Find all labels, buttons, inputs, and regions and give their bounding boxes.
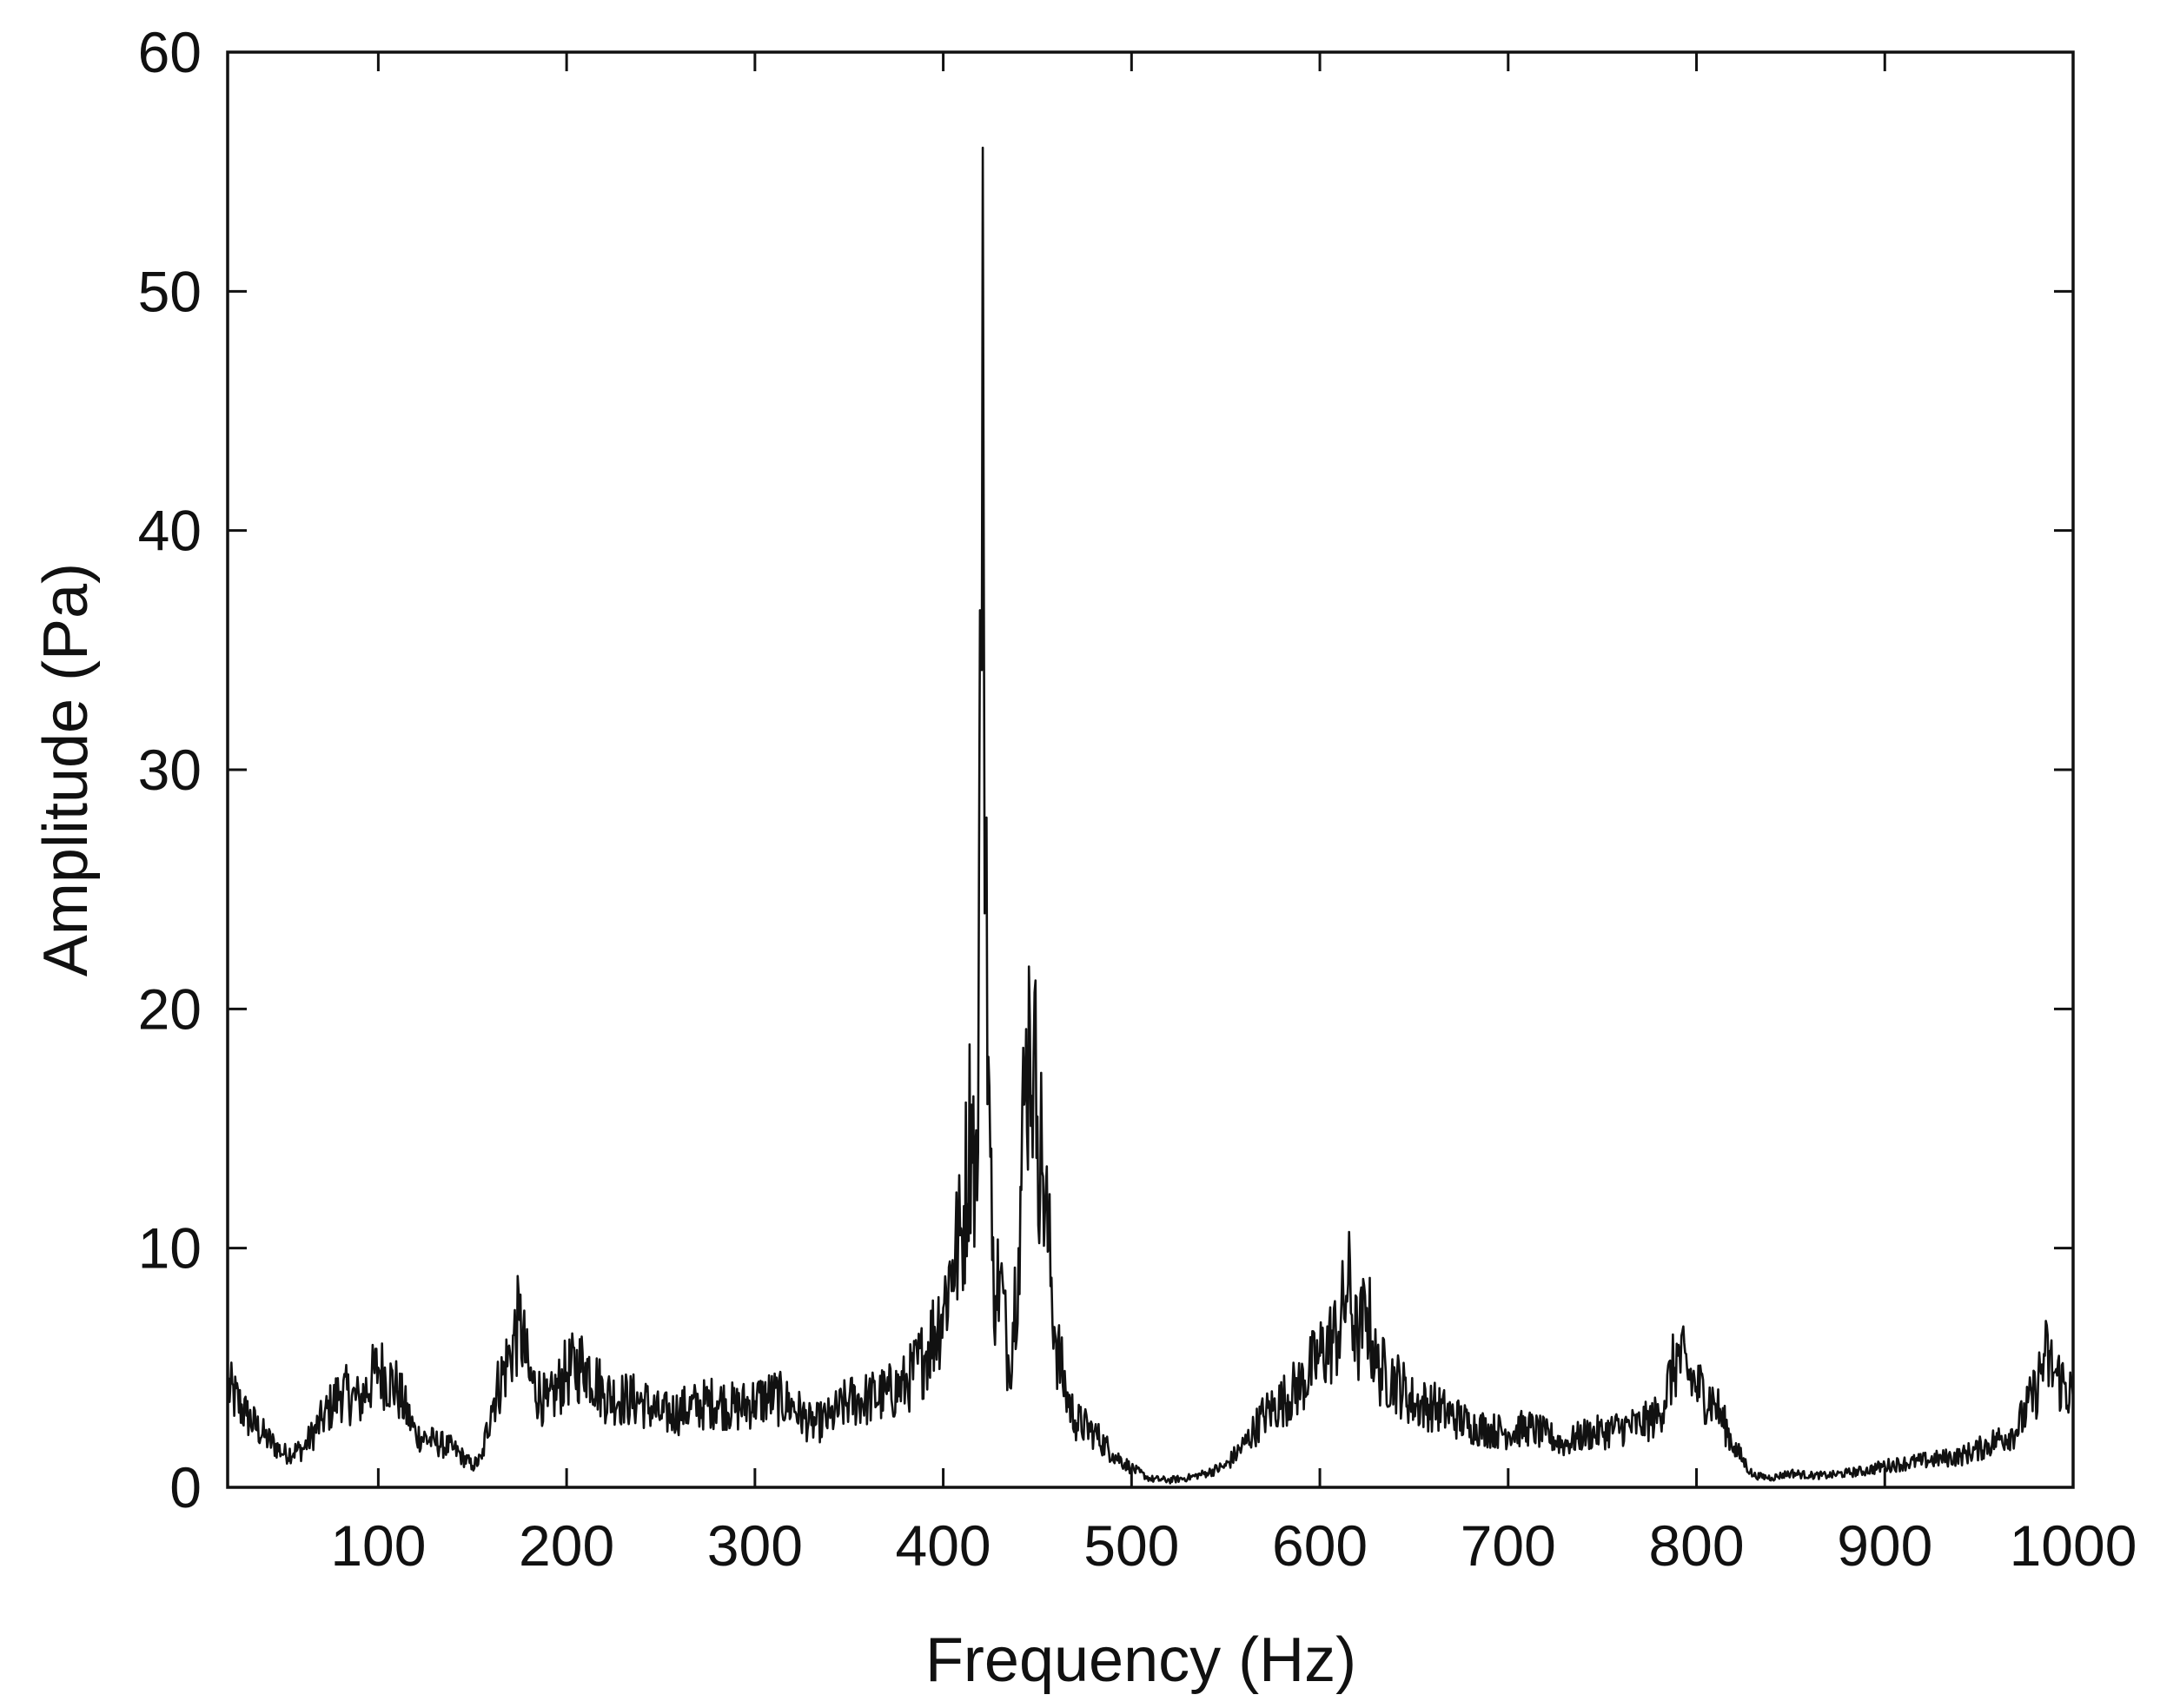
axes-frame xyxy=(226,50,2075,1489)
x-tick-label: 900 xyxy=(1837,1513,1932,1578)
x-tick-label: 300 xyxy=(707,1513,803,1578)
x-axis-label: Frequency (Hz) xyxy=(925,1625,1356,1695)
y-tick-label: 10 xyxy=(138,1216,202,1281)
y-tick-label: 40 xyxy=(138,499,202,563)
axis-ticks xyxy=(228,50,2075,1489)
x-tick-label: 600 xyxy=(1272,1513,1368,1578)
x-tick-label: 200 xyxy=(519,1513,614,1578)
amplitude-series-line xyxy=(226,146,2075,1485)
y-axis-label: Amplitude (Pa) xyxy=(31,563,101,976)
y-tick-label: 20 xyxy=(138,976,202,1041)
plot-area: 100 200 300 400 500 600 700 800 900 1000 0 10 20 30 40… xyxy=(138,20,2137,1578)
x-tick-label: 1000 xyxy=(2010,1513,2137,1578)
x-tick-label: 100 xyxy=(330,1513,426,1578)
y-tick-label: 30 xyxy=(138,738,202,802)
x-tick-label: 700 xyxy=(1461,1513,1556,1578)
x-tick-label: 400 xyxy=(896,1513,991,1578)
axis-tick-labels: 100 200 300 400 500 600 700 800 900 1000 0 10 20 30 40… xyxy=(138,20,2137,1578)
x-tick-label: 500 xyxy=(1083,1513,1179,1578)
y-tick-label: 0 xyxy=(169,1455,202,1519)
y-tick-label: 60 xyxy=(138,20,202,84)
x-tick-label: 800 xyxy=(1648,1513,1744,1578)
y-tick-label: 50 xyxy=(138,259,202,323)
